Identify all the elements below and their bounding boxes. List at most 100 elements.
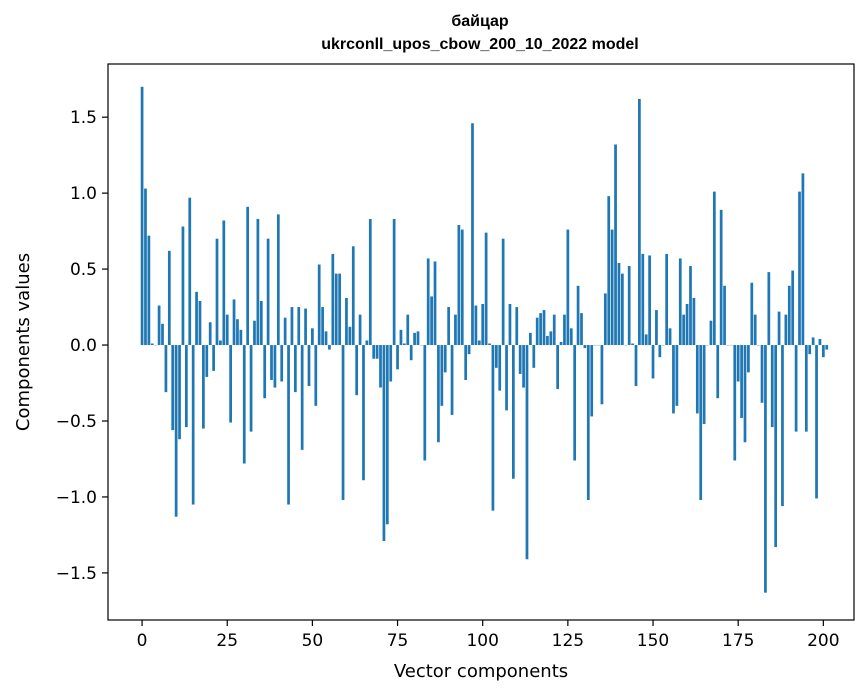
bar: [644, 334, 648, 346]
bar: [290, 307, 294, 346]
bar: [321, 307, 324, 346]
x-tick-label: 25: [216, 631, 238, 651]
bar: [423, 345, 427, 461]
bar: [184, 345, 188, 428]
bar: [198, 300, 202, 346]
chart-title-line-2: ukrconll_upos_cbow_200_10_2022 model: [321, 36, 639, 53]
bar: [488, 343, 491, 346]
bar: [433, 261, 437, 346]
bar: [471, 123, 474, 346]
bar: [675, 345, 679, 406]
bar: [358, 314, 362, 346]
bar: [276, 214, 280, 346]
bar: [331, 253, 335, 346]
bar: [253, 320, 256, 346]
bar: [365, 340, 369, 346]
bar: [222, 220, 226, 346]
bar: [801, 173, 805, 346]
bar: [512, 345, 515, 479]
bar: [396, 345, 399, 370]
bar: [685, 304, 689, 346]
bar: [266, 238, 270, 346]
bar: [665, 253, 669, 346]
bar: [750, 282, 754, 346]
bar: [590, 345, 594, 417]
bar: [307, 345, 311, 387]
bar: [283, 317, 287, 346]
bar: [263, 345, 267, 399]
bar: [522, 345, 525, 388]
bar: [430, 296, 433, 346]
bar: [437, 345, 440, 443]
bar: [794, 345, 798, 432]
bar: [270, 345, 273, 380]
bar: [811, 337, 815, 346]
bar: [348, 326, 352, 346]
bar: [607, 196, 611, 346]
y-tick-label: −0.5: [56, 412, 97, 432]
bar: [477, 340, 481, 346]
bar: [256, 218, 260, 346]
bar: [699, 345, 703, 500]
bar: [689, 266, 692, 346]
bar: [747, 345, 750, 373]
bar: [668, 328, 672, 346]
bar: [164, 345, 168, 393]
bar: [202, 345, 205, 429]
bar: [791, 270, 795, 346]
bar: [406, 314, 410, 346]
bar: [515, 307, 519, 346]
bar: [821, 345, 825, 358]
bar: [569, 328, 573, 346]
bar: [324, 331, 328, 346]
bar: [634, 345, 638, 387]
x-tick-label: 0: [137, 631, 148, 651]
bar: [229, 345, 232, 423]
bar: [144, 188, 147, 346]
bar: [525, 345, 529, 560]
bar: [702, 345, 706, 425]
bar: [447, 307, 451, 346]
bar: [682, 314, 686, 346]
bar: [672, 345, 675, 414]
bar: [804, 345, 808, 432]
bar: [586, 345, 590, 500]
bar: [246, 206, 250, 346]
bar: [150, 343, 154, 346]
bar: [147, 235, 151, 346]
x-tick-label: 125: [552, 631, 584, 651]
bar: [648, 255, 651, 346]
bar: [474, 305, 478, 346]
bar: [631, 343, 634, 346]
bar: [259, 300, 263, 346]
bar: [692, 297, 696, 346]
bar: [743, 345, 747, 443]
bar: [382, 345, 386, 542]
bar: [658, 345, 662, 358]
y-tick-label: 0.0: [70, 336, 97, 356]
bar: [242, 345, 246, 464]
bar: [825, 345, 829, 350]
x-tick-label: 150: [637, 631, 669, 651]
bar: [552, 314, 556, 346]
x-tick-label: 200: [807, 631, 839, 651]
x-axis-label: Vector components: [394, 661, 568, 682]
bar: [818, 338, 822, 346]
bar: [300, 345, 304, 450]
bar: [467, 345, 471, 355]
bar: [740, 345, 743, 418]
bar: [678, 258, 682, 346]
bar: [733, 345, 737, 461]
bar: [372, 345, 376, 359]
bar: [535, 317, 539, 346]
bar: [426, 258, 430, 346]
bar: [355, 345, 359, 396]
bar: [375, 345, 379, 359]
bar: [297, 307, 301, 346]
bar: [191, 345, 195, 505]
bar: [767, 272, 771, 346]
bar: [311, 328, 314, 346]
bar: [215, 238, 219, 346]
bar: [774, 345, 778, 548]
bar: [603, 293, 607, 346]
